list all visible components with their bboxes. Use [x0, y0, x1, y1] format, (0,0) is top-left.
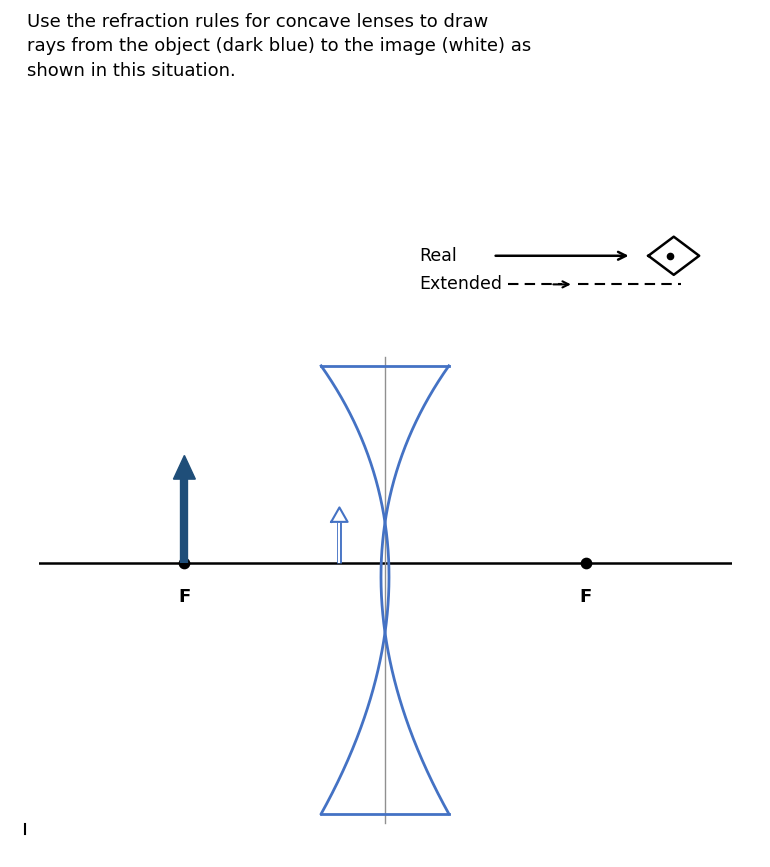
Point — [580, 556, 592, 570]
Text: Extended: Extended — [420, 276, 503, 293]
Text: Real: Real — [420, 247, 457, 264]
Text: rays from the object (dark blue) to the image (white) as: rays from the object (dark blue) to the … — [27, 37, 531, 55]
Text: Use the refraction rules for concave lenses to draw: Use the refraction rules for concave len… — [27, 13, 488, 31]
Polygon shape — [173, 455, 196, 479]
Text: shown in this situation.: shown in this situation. — [27, 62, 236, 80]
Text: F: F — [179, 588, 190, 606]
Text: F: F — [580, 588, 591, 606]
Polygon shape — [331, 507, 347, 522]
Point — [178, 556, 190, 570]
